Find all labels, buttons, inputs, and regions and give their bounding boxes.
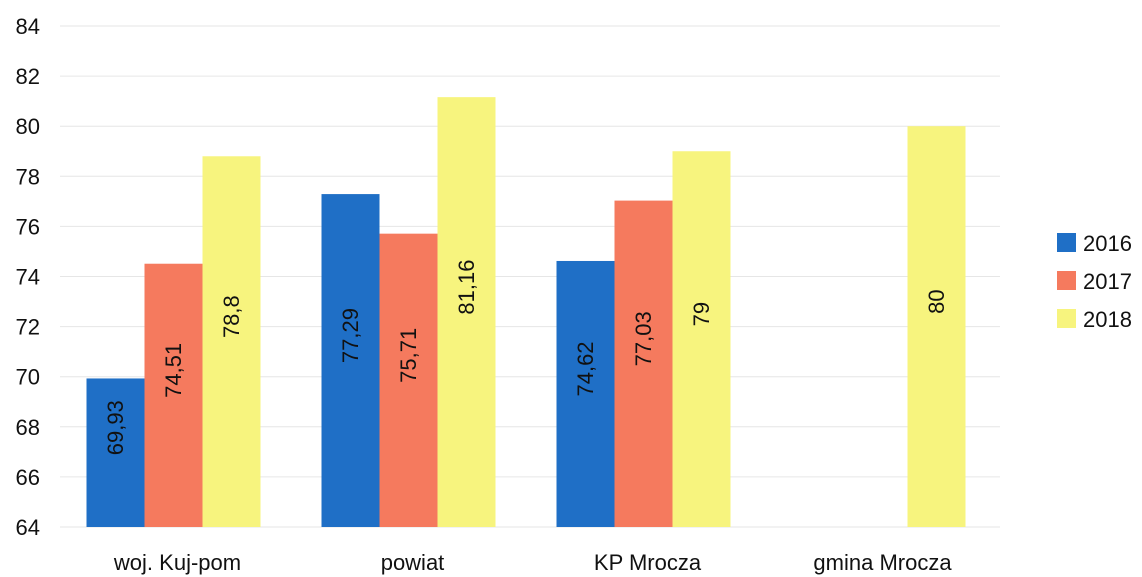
data-label: 79 [689,302,714,326]
legend-swatch-2016 [1057,233,1076,252]
y-tick-label: 72 [16,315,40,340]
y-tick-label: 68 [16,415,40,440]
data-label: 75,71 [396,328,421,383]
bar-2017 [379,233,438,528]
bar-2018 [437,97,496,527]
x-tick-label: woj. Kuj-pom [113,550,241,575]
legend-swatch-2018 [1057,309,1076,328]
data-label: 81,16 [454,260,479,315]
data-label: 74,62 [573,341,598,396]
legend-swatch-2017 [1057,271,1076,290]
y-tick-label: 66 [16,465,40,490]
bar-2018 [907,126,966,527]
bars: 69,93 74,51 78,8 77,29 75,71 81,16 74,62 77,03 7… [86,97,966,528]
x-tick-label: KP Mrocza [594,550,702,575]
data-label: 78,8 [219,295,244,338]
x-tick-label: gmina Mrocza [813,550,952,575]
y-tick-label: 70 [16,365,40,390]
data-label: 69,93 [103,400,128,455]
y-tick-label: 64 [16,515,40,540]
data-label: 77,03 [631,311,656,366]
y-tick-label: 82 [16,64,40,89]
bar-2017 [144,263,203,527]
legend-label: 2017 [1083,269,1132,294]
x-tick-label: powiat [381,550,445,575]
y-tick-label: 76 [16,214,40,239]
y-tick-label: 78 [16,164,40,189]
bar-2016 [321,194,380,527]
data-label: 74,51 [161,343,186,398]
y-tick-label: 80 [16,114,40,139]
y-tick-label: 84 [16,14,40,39]
bar-2016 [556,260,615,527]
legend: 2016 2017 2018 [1057,231,1132,332]
data-label: 80 [924,289,949,313]
bar-2017 [614,200,673,527]
legend-label: 2018 [1083,307,1132,332]
data-label: 77,29 [338,308,363,363]
y-tick-label: 74 [16,265,40,290]
bar-2018 [202,156,261,527]
y-axis: 64 66 68 70 72 74 76 78 80 82 84 [16,14,40,540]
x-axis: woj. Kuj-pom powiat KP Mrocza gmina Mrocza [113,550,952,575]
bar-2018 [672,151,731,527]
bar-2016 [86,378,145,527]
legend-label: 2016 [1083,231,1132,256]
